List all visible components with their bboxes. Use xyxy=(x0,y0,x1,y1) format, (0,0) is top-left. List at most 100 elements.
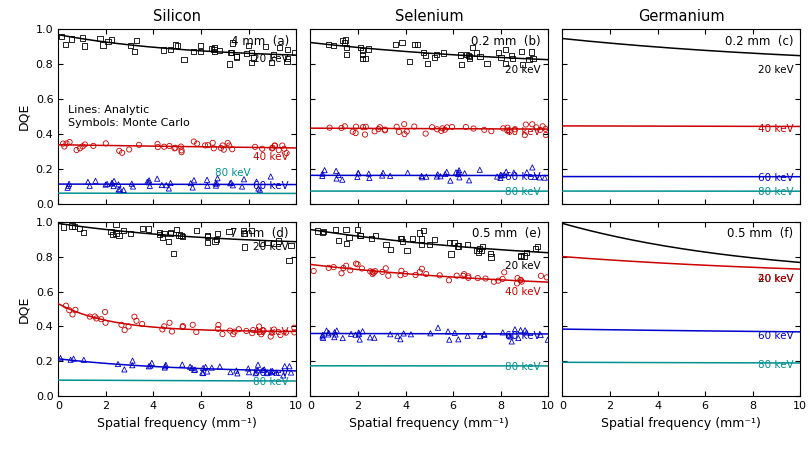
Point xyxy=(279,362,292,370)
Point xyxy=(317,359,330,366)
Point xyxy=(276,142,289,149)
Point xyxy=(263,379,276,386)
Point xyxy=(531,243,544,250)
Point xyxy=(265,59,278,66)
Point xyxy=(77,190,90,198)
Point xyxy=(416,265,428,272)
Point xyxy=(93,191,106,198)
Point xyxy=(173,191,186,198)
Point xyxy=(197,364,210,371)
Point xyxy=(518,252,531,260)
Point xyxy=(90,315,103,322)
Point xyxy=(77,356,90,363)
Point xyxy=(401,169,414,176)
Point xyxy=(326,42,339,49)
Point xyxy=(198,142,211,149)
Point xyxy=(269,189,282,196)
Point xyxy=(219,382,232,389)
Text: 80 keV: 80 keV xyxy=(757,360,793,370)
Point xyxy=(123,188,136,196)
Point xyxy=(394,272,407,279)
Point xyxy=(335,270,348,277)
Point xyxy=(541,336,554,343)
Point xyxy=(160,361,173,368)
Point xyxy=(277,188,290,196)
Point xyxy=(59,23,72,30)
Point xyxy=(366,270,379,278)
Point xyxy=(492,48,505,56)
Point xyxy=(79,141,92,148)
Point xyxy=(512,363,525,371)
Point xyxy=(169,42,182,49)
Point xyxy=(453,167,466,174)
Point xyxy=(316,229,329,236)
Point xyxy=(419,130,432,137)
Point xyxy=(151,191,164,198)
Point xyxy=(415,236,428,243)
Point xyxy=(463,177,475,184)
Point xyxy=(336,176,349,183)
Point xyxy=(207,48,220,55)
Point xyxy=(317,334,330,342)
Point xyxy=(118,366,131,373)
Point xyxy=(211,325,224,333)
Point xyxy=(328,187,341,194)
Point xyxy=(158,364,171,371)
Point xyxy=(194,42,207,49)
Title: Selenium: Selenium xyxy=(395,9,463,24)
Text: 7 mm  (d): 7 mm (d) xyxy=(231,227,289,240)
Point xyxy=(217,375,230,382)
Point xyxy=(130,378,143,386)
Point xyxy=(520,329,533,336)
Text: 20 keV: 20 keV xyxy=(757,275,793,284)
Point xyxy=(232,326,245,333)
Point xyxy=(479,275,492,282)
Point xyxy=(539,131,552,139)
Point xyxy=(476,243,489,251)
Point xyxy=(474,333,487,340)
Point xyxy=(221,140,234,147)
Point xyxy=(90,376,103,383)
Point xyxy=(153,231,166,238)
Point xyxy=(368,191,381,198)
Point xyxy=(148,185,161,193)
Point xyxy=(205,44,218,52)
Point xyxy=(208,238,221,245)
Point xyxy=(404,331,417,338)
Point xyxy=(409,271,422,279)
Point xyxy=(204,374,217,381)
Point xyxy=(411,41,424,48)
Point xyxy=(266,144,279,151)
Point xyxy=(250,178,263,185)
Point xyxy=(267,188,280,196)
Point xyxy=(363,174,376,182)
Point xyxy=(424,363,437,370)
Point xyxy=(186,321,199,328)
Point xyxy=(395,267,408,275)
Text: 80 keV: 80 keV xyxy=(505,187,541,197)
Point xyxy=(446,123,458,130)
Point xyxy=(257,366,270,374)
Point xyxy=(366,268,379,275)
Point xyxy=(280,58,293,65)
Point xyxy=(273,44,286,51)
Point xyxy=(370,361,383,369)
Point xyxy=(463,188,475,195)
Point xyxy=(384,331,397,338)
Point xyxy=(501,127,514,134)
Point xyxy=(135,320,148,328)
Point xyxy=(430,51,443,58)
Point xyxy=(338,39,351,46)
Point xyxy=(398,120,411,128)
Point xyxy=(145,359,158,366)
Point xyxy=(480,363,492,371)
Point xyxy=(356,51,369,58)
Point xyxy=(322,264,335,271)
Point xyxy=(63,307,76,314)
Text: 0.5 mm  (e): 0.5 mm (e) xyxy=(471,227,541,240)
Point xyxy=(152,229,165,236)
Point xyxy=(74,193,87,200)
Point xyxy=(454,51,467,58)
Point xyxy=(352,330,365,337)
Point xyxy=(245,227,258,234)
